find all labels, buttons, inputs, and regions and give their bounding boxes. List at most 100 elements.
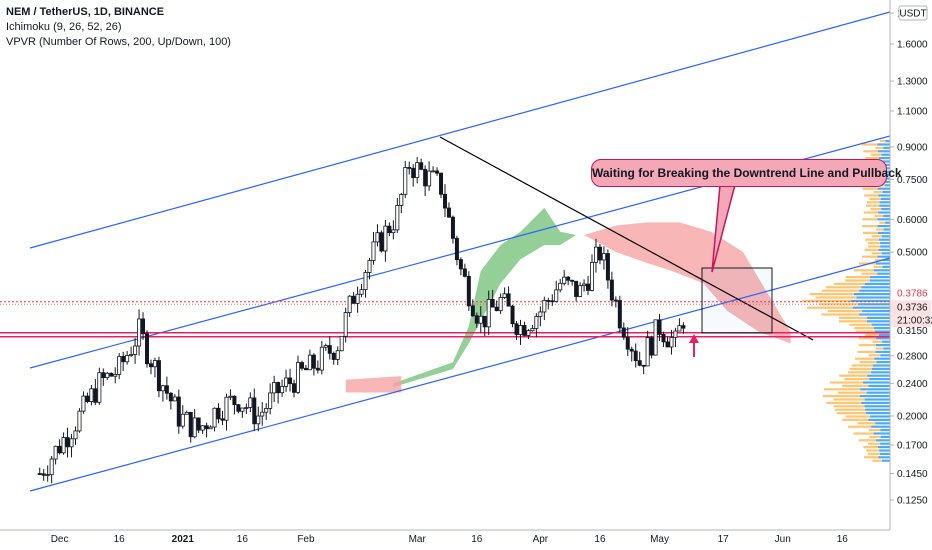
vpvr-bar-down (872, 341, 882, 343)
vpvr-bar-down (849, 324, 871, 326)
vpvr-bar-up (867, 320, 890, 322)
vpvr-bar-up (867, 375, 890, 377)
candle-up (137, 319, 140, 346)
candle-down (197, 418, 200, 430)
candle-down (408, 167, 411, 168)
candle-down (650, 338, 653, 355)
candle-down (388, 226, 391, 233)
vpvr-bar-up (867, 392, 890, 394)
candle-up (344, 313, 347, 337)
unit-label: USDT (899, 9, 926, 20)
vpvr-bar-up (880, 245, 890, 247)
candle-down (177, 397, 180, 426)
candle-up (555, 290, 558, 302)
vpvr-histogram (802, 140, 890, 462)
vpvr-bar-up (878, 232, 890, 234)
vpvr-bar-down (824, 388, 860, 390)
candle-down (300, 363, 303, 369)
time-tick-label: Jun (775, 534, 791, 545)
vpvr-bar-down (866, 449, 879, 451)
vpvr-bar-down (868, 242, 880, 244)
candle-up (602, 254, 605, 260)
candle-up (364, 272, 367, 289)
candle-down (253, 398, 256, 424)
candle-up (296, 363, 299, 393)
candle-up (133, 346, 136, 354)
candle-down (304, 368, 307, 369)
time-tick-label: 16 (471, 534, 483, 545)
candle-up (670, 337, 673, 347)
vpvr-bar-up (862, 310, 890, 312)
vpvr-bar-up (879, 239, 890, 241)
candle-down (575, 281, 578, 296)
vpvr-bar-down (839, 320, 867, 322)
vpvr-bar-down (849, 368, 871, 370)
vpvr-bar-up (871, 426, 890, 428)
vpvr-bar-down (857, 351, 875, 353)
candle-up (531, 328, 534, 330)
candle-down (332, 353, 335, 359)
vpvr-bar-down (858, 422, 876, 424)
candle-up (78, 411, 81, 431)
vpvr-bar-up (865, 398, 890, 400)
vpvr-bar-up (876, 439, 890, 441)
vpvr-bar-down (862, 143, 877, 145)
candle-down (491, 299, 494, 307)
candle-down (205, 426, 208, 429)
candle-up (181, 414, 184, 426)
vpvr-bar-down (880, 140, 886, 142)
candle-up (241, 408, 244, 411)
candle-up (396, 205, 399, 229)
candle-up (479, 316, 482, 323)
vpvr-bar-up (874, 269, 890, 271)
time-tick-label: Mar (409, 534, 427, 545)
vpvr-bar-up (877, 256, 890, 258)
candle-up (578, 286, 581, 297)
vpvr-bar-up (872, 368, 890, 370)
price-tick-label: 1.6000 (897, 39, 928, 50)
candle-up (54, 446, 57, 459)
vpvr-bar-down (848, 371, 871, 373)
candle-up (70, 439, 73, 447)
vpvr-bar-down (864, 456, 878, 458)
vpvr-bar-down (872, 252, 882, 254)
candle-down (217, 408, 220, 419)
candle-down (662, 334, 665, 342)
candle-up (284, 378, 287, 386)
vpvr-bar-up (868, 385, 890, 387)
candle-up (400, 194, 403, 205)
vpvr-bar-down (826, 286, 861, 288)
candle-down (316, 368, 319, 370)
candle-down (638, 361, 641, 366)
vpvr-bar-down (844, 378, 869, 380)
vpvr-bar-up (853, 307, 890, 309)
vpvr-bar-down (828, 310, 862, 312)
vpvr-bar-down (839, 317, 867, 319)
candle-up (261, 412, 264, 416)
vpvr-bar-up (876, 344, 890, 346)
candle-down (424, 169, 427, 186)
candle-up (674, 331, 677, 337)
candle-up (348, 296, 351, 312)
candle-up (431, 171, 434, 172)
vpvr-bar-up (878, 194, 890, 196)
candle-up (209, 427, 212, 429)
vpvr-bar-down (834, 398, 865, 400)
vpvr-bar-down (823, 395, 860, 397)
annotation-callout[interactable]: Waiting for Breaking the Downtrend Line … (591, 159, 887, 187)
candle-up (225, 397, 228, 420)
vpvr-bar-up (872, 324, 890, 326)
candle-down (141, 319, 144, 334)
candle-down (145, 334, 148, 364)
vpvr-bar-down (871, 154, 881, 156)
cloud-bullish (393, 208, 576, 387)
candle-up (153, 361, 156, 367)
vpvr-bar-up (870, 276, 890, 278)
candle-up (519, 325, 522, 334)
candle-up (376, 233, 379, 242)
vpvr-bar-up (875, 422, 890, 424)
vpvr-bar-down (862, 256, 877, 258)
vpvr-bar-down (864, 194, 878, 196)
candle-down (586, 284, 589, 290)
